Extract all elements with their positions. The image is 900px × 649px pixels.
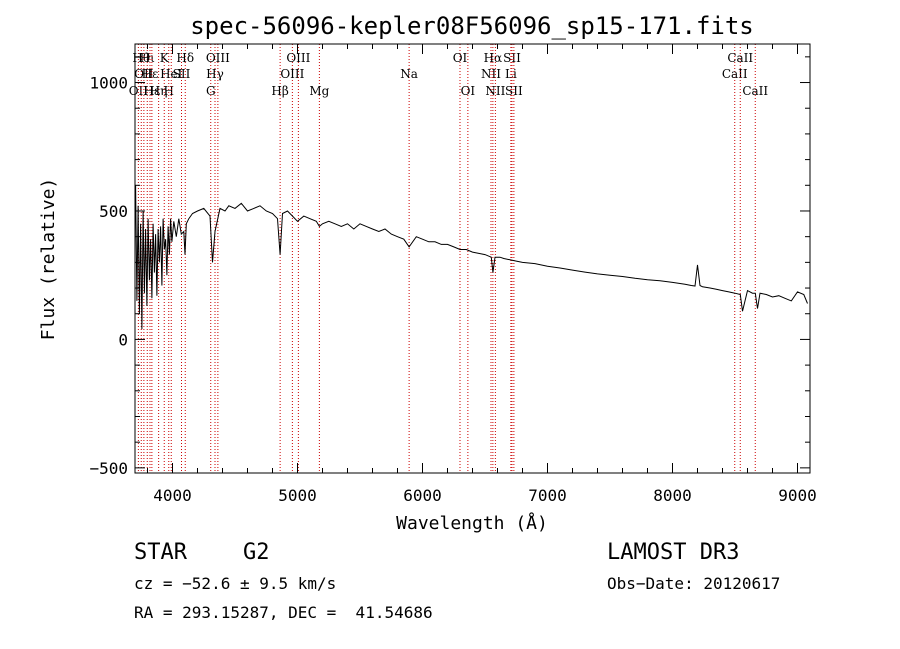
spectrum-series xyxy=(135,185,808,330)
plot-frame xyxy=(134,43,811,474)
y-tick-label: −500 xyxy=(89,459,128,478)
line-marker-label: SII xyxy=(173,67,191,81)
survey-name: LAMOST DR3 xyxy=(607,540,740,565)
line-marker-label: K xyxy=(160,51,170,65)
line-marker-label: SII xyxy=(505,84,523,98)
object-type: STAR xyxy=(134,540,187,565)
line-marker-label: G xyxy=(206,84,216,98)
line-marker-label: Hγ xyxy=(206,67,224,81)
x-tick-label: 7000 xyxy=(528,486,567,505)
x-tick-label: 4000 xyxy=(153,486,192,505)
y-axis-label: Flux (relative) xyxy=(38,178,59,341)
line-marker-label: H xyxy=(164,84,174,98)
line-marker-label: Na xyxy=(400,67,418,81)
line-marker-label: OIII xyxy=(286,51,310,65)
line-marker-label: Hδ xyxy=(176,51,194,65)
x-axis-label: Wavelength (Å) xyxy=(396,512,548,534)
line-marker-label: OIII xyxy=(206,51,230,65)
line-marker-label: OII xyxy=(134,67,154,81)
line-marker-label: Hβ xyxy=(271,84,288,98)
chart-title: spec-56096-kepler08F56096_sp15-171.fits xyxy=(190,12,754,40)
line-marker-label: Hθ xyxy=(132,51,150,65)
line-marker-label: Hη xyxy=(150,84,168,98)
line-marker-label: Hε xyxy=(144,84,161,98)
line-marker-label: HeI xyxy=(160,67,183,81)
line-marker-label: NII xyxy=(481,67,501,81)
line-marker-label: Hε xyxy=(142,67,159,81)
x-tick-label: 9000 xyxy=(778,486,817,505)
line-marker-label: Hι xyxy=(140,51,155,65)
spectral-subclass: G2 xyxy=(243,540,270,565)
x-tick-label: 5000 xyxy=(278,486,317,505)
y-tick-label: 500 xyxy=(99,202,128,221)
line-marker-label: Li xyxy=(505,67,517,81)
plot-axes: 4000 5000 6000 7000 8000 9000 −500 0 500 1000 xyxy=(89,43,817,505)
redshift-velocity: cz = −52.6 ± 9.5 km/s xyxy=(134,574,337,593)
line-marker-label: CaII xyxy=(722,67,748,81)
line-marker-label: OI xyxy=(461,84,476,98)
line-marker-label: OII xyxy=(129,84,149,98)
line-marker-label: Hα xyxy=(484,51,503,65)
line-marker-label: CaII xyxy=(742,84,768,98)
observation-date: Obs−Date: 20120617 xyxy=(607,574,781,593)
line-marker-label: OI xyxy=(453,51,468,65)
line-marker-label: NII xyxy=(485,84,505,98)
y-tick-label: 1000 xyxy=(89,74,128,93)
line-marker-label: OIII xyxy=(280,67,304,81)
line-markers: OIIHθOIIHιHεHεHηKHHeISIIHδGHγOIIIHβOIIIO… xyxy=(129,44,768,473)
line-marker-label: CaII xyxy=(727,51,753,65)
y-tick-label: 0 xyxy=(118,330,128,349)
coordinates: RA = 293.15287, DEC = 41.54686 xyxy=(134,603,433,622)
x-tick-label: 6000 xyxy=(403,486,442,505)
line-marker-label: SII xyxy=(503,51,521,65)
line-marker-label: Mg xyxy=(309,84,329,98)
x-tick-label: 8000 xyxy=(653,486,692,505)
